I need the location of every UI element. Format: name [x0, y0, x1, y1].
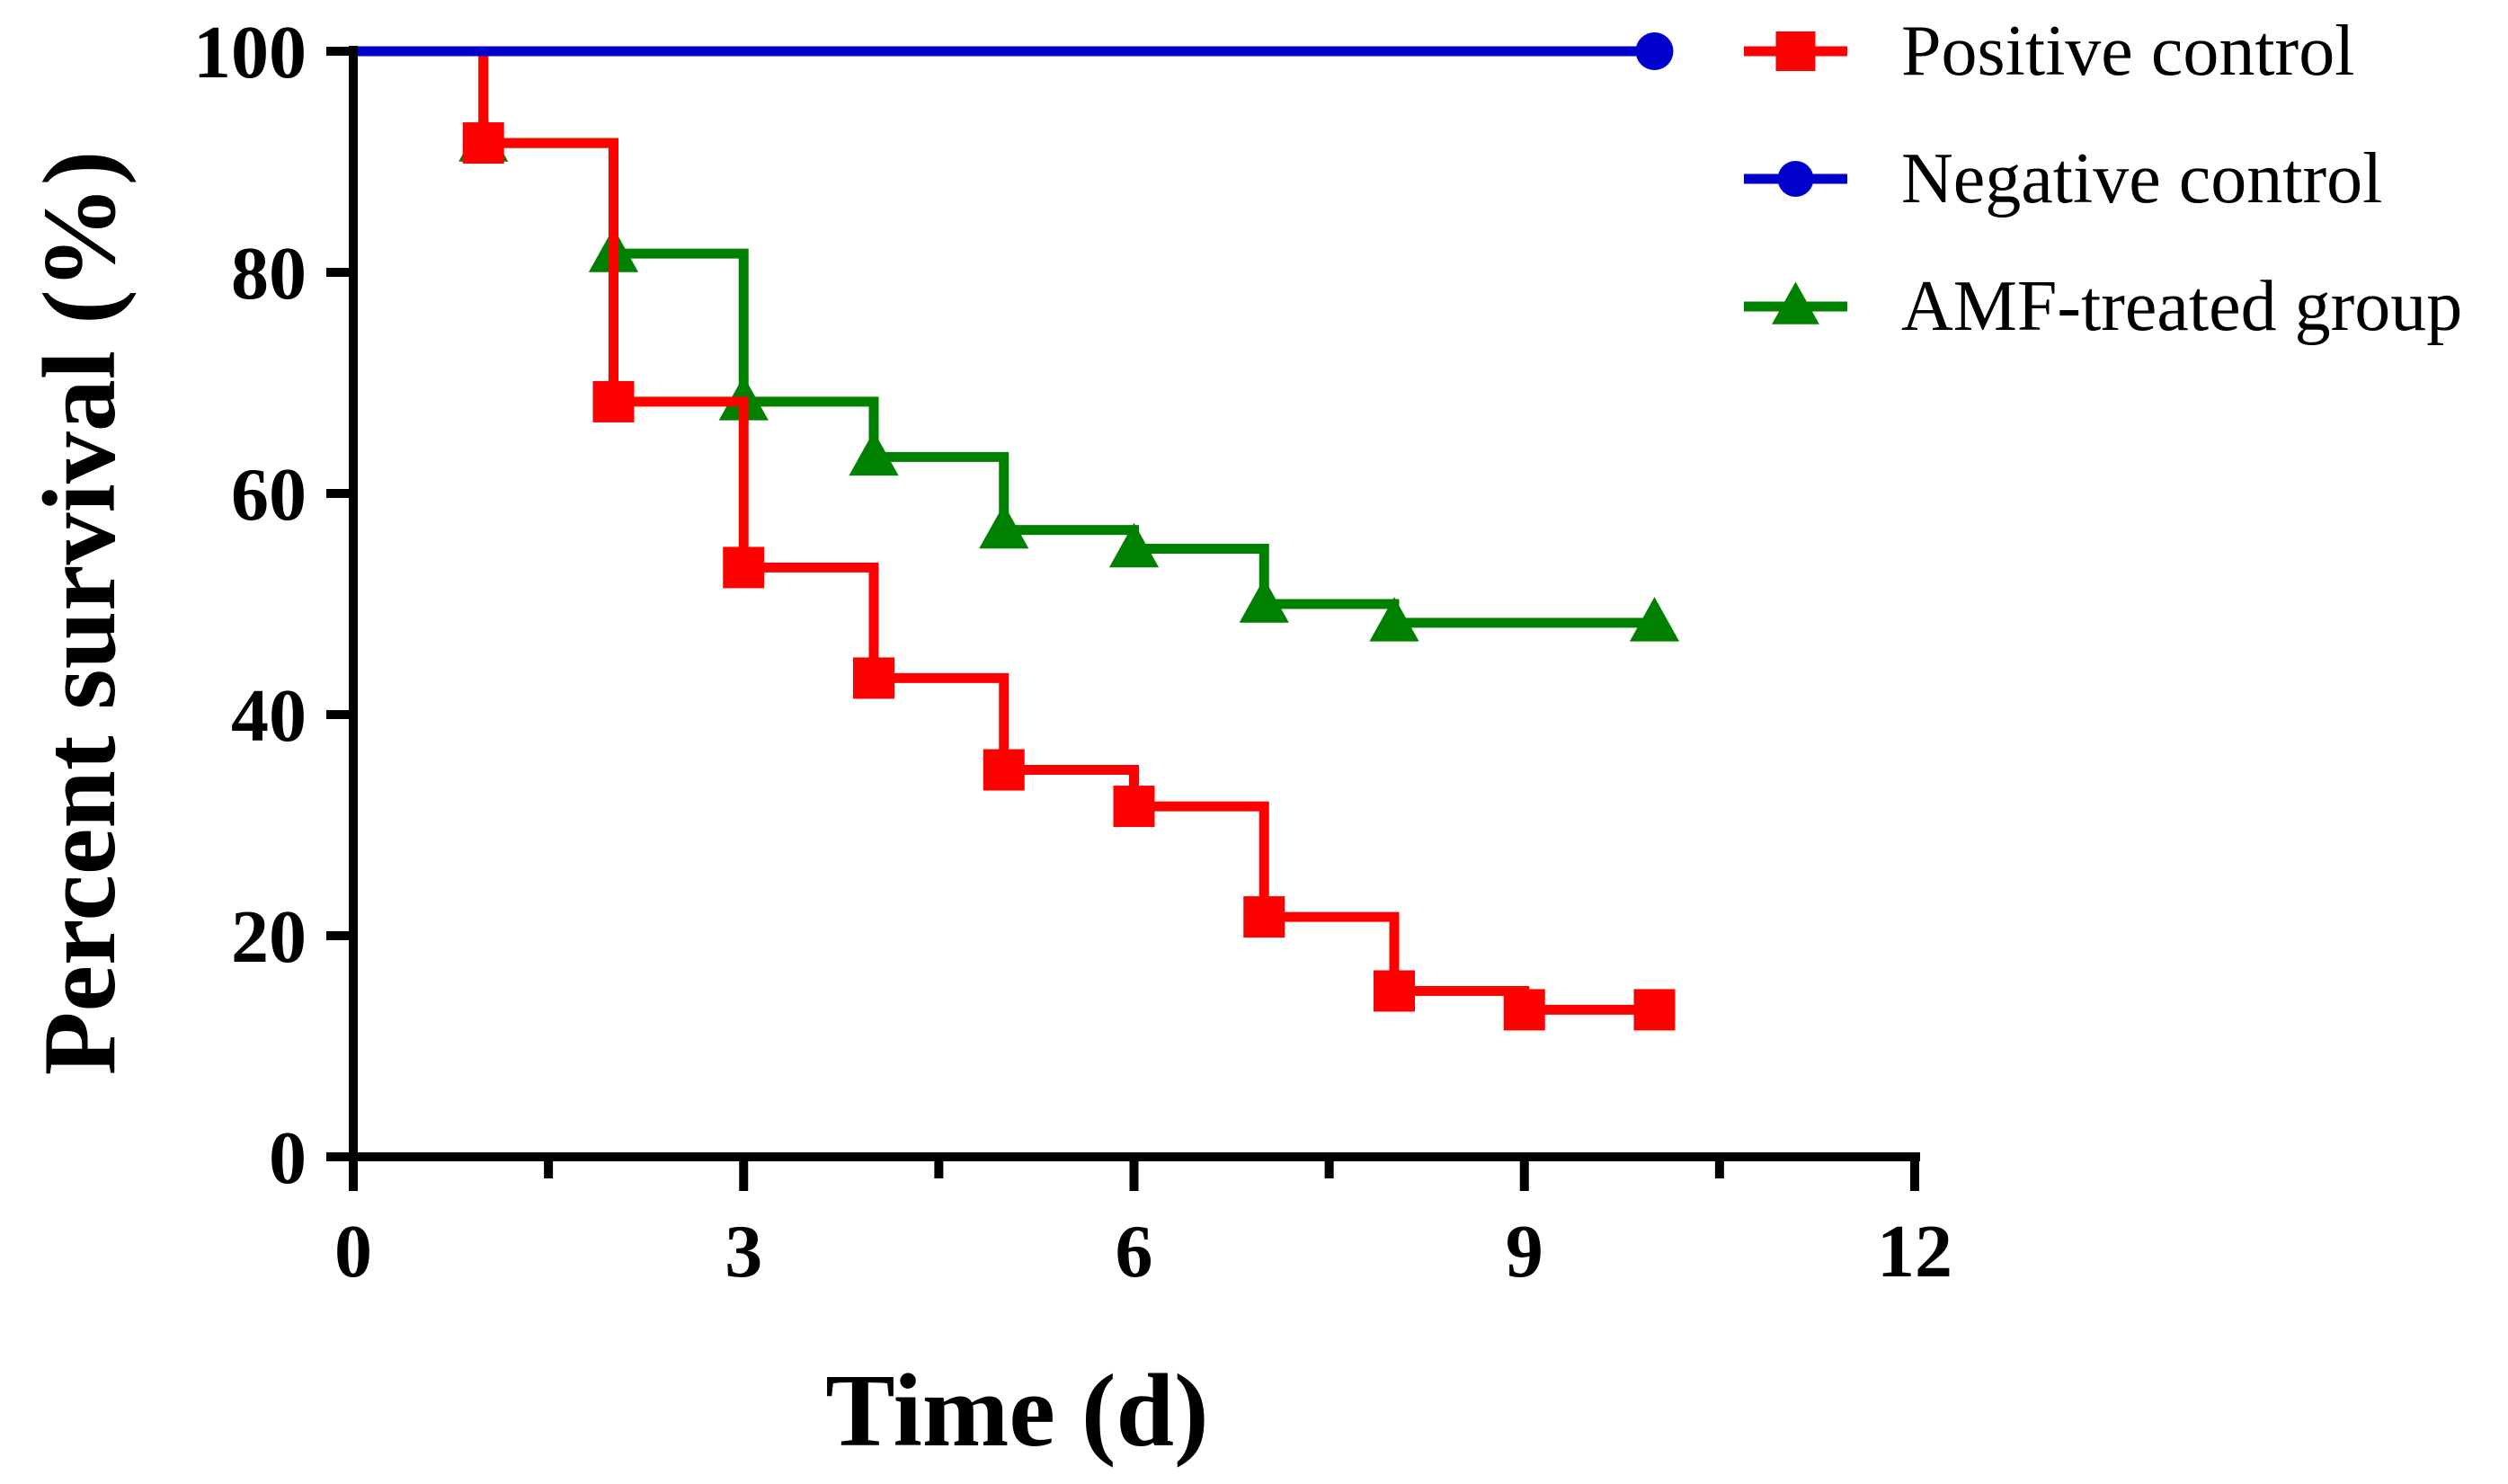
data-point-negative-control-day-10: [1635, 32, 1674, 70]
data-point-positive-control-day-2: [592, 380, 635, 422]
data-point-positive-control-day-7: [1243, 896, 1285, 938]
legend-label-positive-control: Positive control: [1901, 12, 2354, 91]
legend-marker-negative-control: [1777, 161, 1814, 197]
y-tick-label-100: 100: [193, 11, 307, 94]
legend: Positive control Negative control AMF-trea…: [1744, 12, 2462, 346]
data-point-positive-control-day-5: [983, 749, 1025, 791]
data-point-amf-treated-group-day-4: [849, 431, 899, 476]
data-point-amf-treated-group-day-10: [1629, 597, 1680, 642]
data-point-amf-treated-group-day-6: [1108, 522, 1160, 568]
data-point-positive-control-day-4: [853, 657, 894, 699]
y-axis-title: Percent survival (%): [22, 151, 138, 1076]
x-tick-label-6: 6: [1116, 1210, 1153, 1293]
axes-group: 0 20 40 60 80 100 0 3 6 9 12: [193, 11, 1952, 1293]
y-tick-label-80: 80: [231, 232, 307, 315]
data-point-amf-treated-group-day-5: [979, 503, 1029, 549]
x-tick-label-0: 0: [334, 1210, 372, 1293]
legend-marker-positive-control: [1775, 31, 1816, 71]
data-point-amf-treated-group-day-7: [1239, 578, 1289, 623]
data-point-amf-treated-group-day-8: [1369, 597, 1419, 642]
data-point-positive-control-day-3: [723, 547, 765, 589]
data-point-positive-control-day-10: [1633, 989, 1676, 1031]
data-point-positive-control-day-9: [1503, 989, 1545, 1031]
data-point-positive-control-day-8: [1374, 970, 1415, 1012]
x-tick-label-3: 3: [725, 1210, 762, 1293]
legend-label-amf-treated-group: AMF-treated group: [1901, 267, 2462, 346]
x-tick-label-9: 9: [1506, 1210, 1543, 1293]
legend-label-negative-control: Negative control: [1901, 139, 2382, 218]
plot-series-group: [353, 32, 1680, 1031]
y-tick-label-40: 40: [231, 674, 307, 758]
y-tick-label-20: 20: [231, 895, 307, 979]
data-point-positive-control-day-1: [462, 122, 504, 164]
x-axis-title: Time (d): [825, 1354, 1208, 1469]
y-tick-label-60: 60: [231, 453, 307, 537]
y-tick-label-0: 0: [269, 1116, 307, 1200]
data-point-positive-control-day-6: [1113, 786, 1155, 828]
x-tick-label-12: 12: [1877, 1210, 1952, 1293]
legend-marker-amf-treated-group: [1772, 281, 1819, 324]
